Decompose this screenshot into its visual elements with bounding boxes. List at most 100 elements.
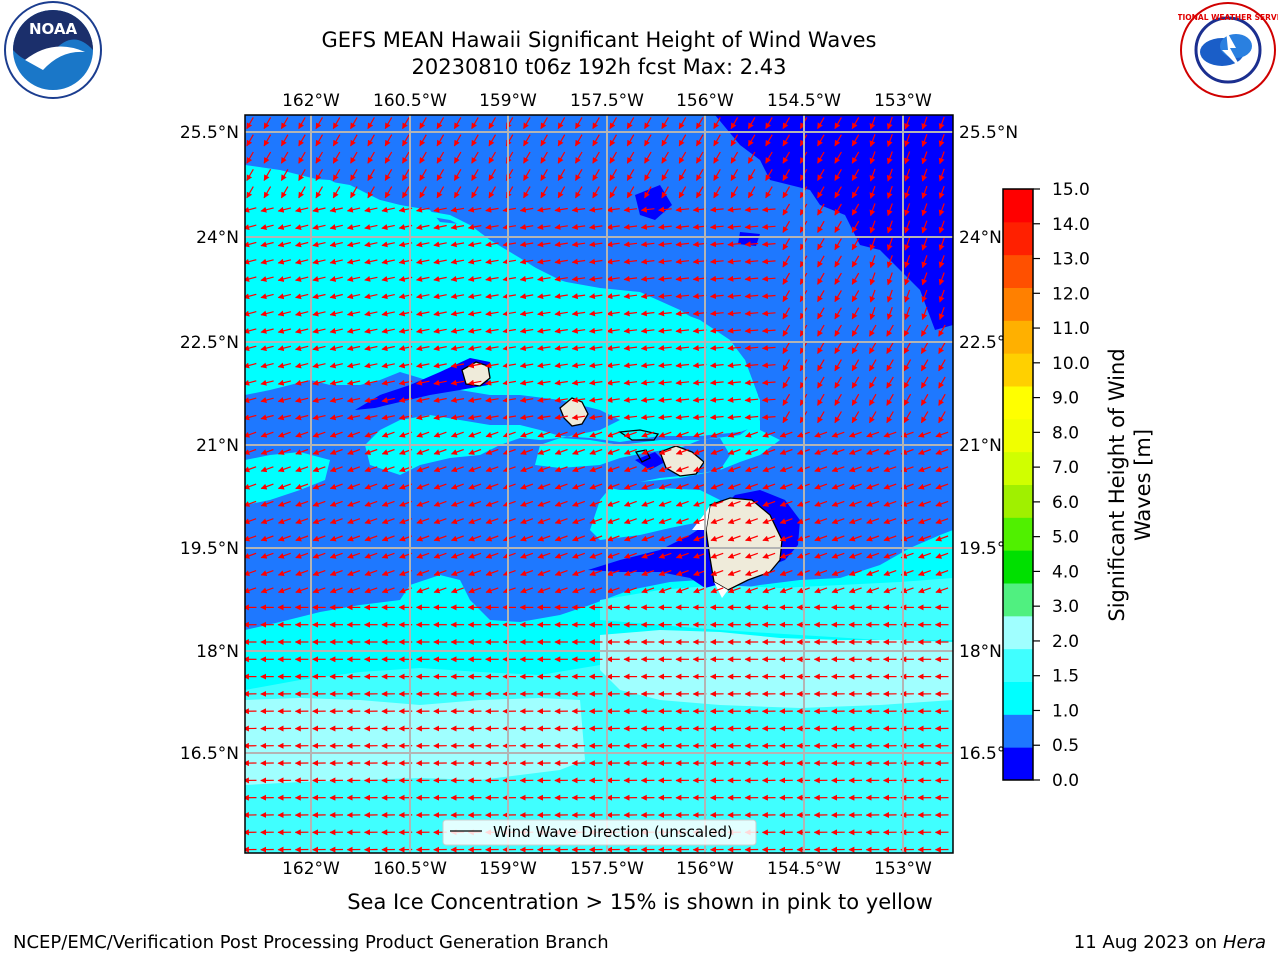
wave-direction-arrow <box>626 134 635 147</box>
wave-direction-arrow <box>903 324 912 337</box>
wave-direction-arrow <box>834 203 842 216</box>
wave-direction-arrow <box>245 258 257 265</box>
wave-direction-arrow <box>744 396 759 403</box>
wave-direction-arrow <box>744 293 759 300</box>
wave-direction-arrow <box>315 168 324 182</box>
wave-direction-arrow <box>938 272 945 286</box>
wave-direction-arrow <box>485 206 499 213</box>
wave-direction-arrow <box>471 186 479 199</box>
lat-label: 18°N <box>196 642 239 662</box>
wave-direction-arrow <box>675 310 690 317</box>
wave-direction-arrow <box>761 223 776 230</box>
wave-direction-arrow <box>782 376 791 389</box>
wave-direction-arrow <box>640 258 655 265</box>
wave-direction-arrow <box>938 289 945 303</box>
wave-direction-arrow <box>851 359 860 372</box>
wave-direction-arrow <box>298 186 306 199</box>
wave-direction-arrow <box>295 345 309 352</box>
wave-direction-arrow <box>416 379 430 386</box>
wave-direction-arrow <box>571 310 586 317</box>
wave-direction-arrow <box>245 241 257 248</box>
wave-direction-arrow <box>519 362 534 369</box>
wave-direction-arrow <box>868 324 877 337</box>
wave-direction-arrow <box>277 258 292 265</box>
wave-direction-arrow <box>834 359 842 372</box>
colorbar-segment <box>1003 747 1033 781</box>
wave-direction-arrow <box>571 223 586 230</box>
wave-direction-arrow <box>485 327 499 334</box>
wave-direction-arrow <box>886 393 894 406</box>
wave-direction-arrow <box>574 117 583 130</box>
wave-direction-arrow <box>350 117 358 130</box>
wave-direction-arrow <box>246 117 254 130</box>
wave-direction-arrow <box>295 241 309 248</box>
wave-direction-arrow <box>519 379 534 386</box>
wave-direction-arrow <box>592 151 600 164</box>
wave-direction-arrow <box>606 310 620 317</box>
wave-direction-arrow <box>346 327 361 334</box>
wave-direction-arrow <box>450 206 465 213</box>
wave-direction-arrow <box>747 151 756 164</box>
wave-direction-arrow <box>571 206 586 213</box>
lon-label: 156°W <box>676 859 734 879</box>
colorbar-segment <box>1003 254 1033 288</box>
wave-direction-arrow <box>623 379 638 386</box>
colorbar-label-line1: Significant Height of Wind <box>1105 348 1129 621</box>
wave-direction-arrow <box>519 206 534 213</box>
wave-direction-arrow <box>658 293 672 300</box>
wave-direction-arrow <box>554 397 568 403</box>
wave-direction-arrow <box>747 168 756 182</box>
wave-direction-arrow <box>450 258 465 265</box>
wave-direction-arrow <box>921 272 928 286</box>
wave-direction-arrow <box>312 258 326 265</box>
wave-direction-arrow <box>782 324 791 337</box>
wave-direction-arrow <box>502 414 517 421</box>
wave-direction-arrow <box>436 168 445 182</box>
nws-logo-icon: NATIONAL WEATHER SERVICE <box>1178 2 1278 98</box>
wave-direction-arrow <box>467 379 482 386</box>
wave-direction-arrow <box>851 341 860 355</box>
wave-direction-arrow <box>277 397 292 403</box>
wave-direction-arrow <box>433 310 447 317</box>
wave-direction-arrow <box>537 310 551 317</box>
wave-direction-arrow <box>554 293 568 300</box>
wave-direction-arrow <box>904 220 911 234</box>
wave-direction-arrow <box>350 134 358 147</box>
lon-labels-top: 162°W 160.5°W 159°W 157.5°W 156°W 154.5°W 153°… <box>282 91 932 111</box>
wave-direction-arrow <box>869 133 876 147</box>
wave-direction-arrow <box>710 223 724 230</box>
wave-direction-arrow <box>537 379 551 386</box>
wave-direction-arrow <box>851 238 860 251</box>
wave-direction-arrow <box>938 359 946 372</box>
wave-direction-arrow <box>554 275 568 282</box>
wave-direction-arrow <box>471 168 479 182</box>
wave-direction-arrow <box>502 224 517 230</box>
wave-direction-arrow <box>623 206 638 213</box>
wave-direction-arrow <box>540 117 548 130</box>
wave-direction-arrow <box>765 186 773 199</box>
wave-direction-arrow <box>606 396 620 403</box>
wave-direction-arrow <box>817 359 825 372</box>
colorbar-segment <box>1003 386 1033 420</box>
lat-label: 22.5°N <box>180 333 239 353</box>
wave-direction-arrow <box>710 345 724 351</box>
wave-direction-arrow <box>713 134 721 147</box>
wave-direction-arrow <box>675 345 690 352</box>
wave-direction-arrow <box>744 327 759 334</box>
wave-direction-arrow <box>471 134 479 147</box>
wave-direction-arrow <box>433 224 447 230</box>
wave-direction-arrow <box>606 223 620 230</box>
wave-direction-arrow <box>886 203 893 217</box>
wave-direction-arrow <box>710 241 724 248</box>
wave-direction-arrow <box>886 168 893 182</box>
wave-direction-arrow <box>312 345 326 352</box>
wave-direction-arrow <box>765 134 773 147</box>
wave-direction-arrow <box>571 275 586 282</box>
wave-direction-arrow <box>364 258 378 265</box>
wave-direction-arrow <box>381 224 395 230</box>
wave-direction-arrow <box>589 327 603 334</box>
wave-direction-arrow <box>904 237 911 251</box>
wave-direction-arrow <box>485 362 499 369</box>
wave-direction-arrow <box>433 414 447 421</box>
wave-direction-arrow <box>280 134 289 147</box>
